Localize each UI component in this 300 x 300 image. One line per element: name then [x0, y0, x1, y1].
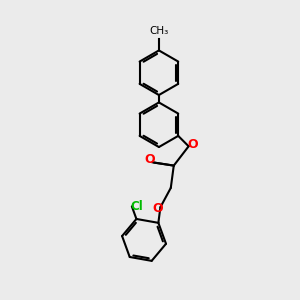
Text: O: O	[145, 153, 155, 166]
Text: CH₃: CH₃	[149, 26, 169, 36]
Text: O: O	[187, 138, 197, 151]
Text: Cl: Cl	[130, 200, 143, 213]
Text: O: O	[152, 202, 163, 215]
